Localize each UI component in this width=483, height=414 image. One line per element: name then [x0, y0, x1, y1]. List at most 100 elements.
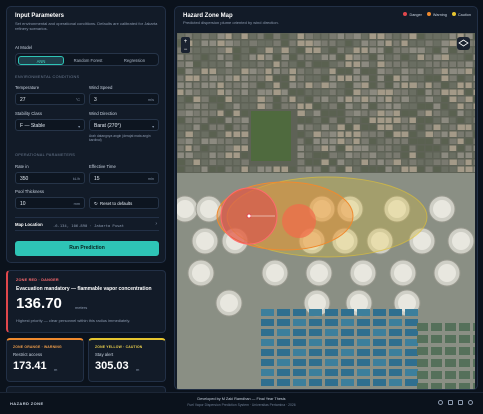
building — [201, 166, 208, 172]
building — [217, 54, 224, 60]
building — [353, 145, 361, 151]
building — [425, 145, 433, 151]
tank-roof — [413, 232, 431, 250]
link-icon[interactable] — [468, 400, 473, 405]
building — [241, 82, 249, 88]
wind-direction-select[interactable]: Barat (270°) ▾ — [89, 119, 159, 131]
field-value: F — Stable — [20, 123, 46, 129]
building — [449, 33, 456, 39]
building — [393, 96, 400, 102]
building — [193, 68, 200, 74]
building — [369, 117, 376, 123]
time-input[interactable]: 15 min — [89, 172, 159, 184]
building — [441, 159, 449, 165]
building — [409, 47, 417, 53]
building — [185, 82, 192, 88]
building — [353, 138, 360, 144]
model-tab[interactable]: Regression — [123, 58, 146, 63]
building — [241, 124, 248, 130]
wind-speed-input[interactable]: 3 m/s — [89, 93, 159, 105]
building — [369, 75, 376, 81]
building — [409, 166, 417, 172]
building — [225, 89, 232, 95]
warehouse — [459, 371, 470, 379]
building — [449, 40, 457, 46]
model-tab[interactable]: Random Forest — [73, 58, 103, 63]
building — [193, 47, 201, 53]
building — [465, 61, 473, 67]
link-icon[interactable] — [448, 400, 453, 405]
building — [417, 33, 424, 39]
building — [177, 103, 184, 109]
thickness-input[interactable]: 10 mm — [15, 197, 85, 209]
building — [409, 117, 416, 123]
building — [361, 110, 368, 116]
building — [249, 68, 257, 74]
warehouse — [473, 371, 475, 379]
temperature-input[interactable]: 27 °C — [15, 93, 85, 105]
building — [409, 61, 417, 67]
building — [297, 166, 305, 172]
rate-input[interactable]: 350 kL/h — [15, 172, 85, 184]
building — [329, 152, 337, 158]
building — [425, 124, 432, 130]
building — [465, 131, 473, 137]
warehouse — [261, 369, 274, 376]
building — [393, 159, 401, 165]
run-button[interactable]: Run Prediction — [15, 241, 159, 256]
building — [201, 117, 208, 123]
model-tab[interactable]: ANN — [18, 56, 64, 65]
building — [425, 110, 432, 116]
legend-label: Caution — [457, 13, 471, 17]
building — [329, 40, 336, 46]
reset-button[interactable]: ↻ Reset to defaults — [89, 197, 159, 209]
building — [193, 61, 201, 67]
warehouse — [431, 347, 442, 355]
building — [233, 96, 240, 102]
building — [401, 138, 408, 144]
building — [441, 54, 449, 60]
warehouse — [357, 369, 370, 376]
stability-select[interactable]: F — Stable ▾ — [15, 119, 85, 131]
building — [457, 82, 464, 88]
building — [409, 103, 417, 109]
building — [185, 33, 192, 39]
building — [361, 103, 369, 109]
building — [409, 159, 417, 165]
building — [353, 166, 361, 172]
building — [233, 145, 241, 151]
building — [233, 166, 240, 172]
building — [305, 117, 312, 123]
warehouse — [293, 369, 306, 376]
building — [401, 152, 409, 158]
panel-title: Input Parameters — [15, 13, 65, 19]
building — [225, 96, 232, 102]
building — [473, 68, 475, 74]
location-row[interactable]: Map Location -6.134, 106.890 · Jakarta P… — [15, 217, 159, 231]
building — [297, 110, 305, 116]
building — [193, 159, 200, 165]
building — [369, 54, 377, 60]
building — [337, 54, 345, 60]
building — [385, 110, 393, 116]
link-icon[interactable] — [438, 400, 443, 405]
building — [209, 138, 217, 144]
layer-button[interactable] — [457, 37, 470, 50]
building — [305, 103, 313, 109]
map[interactable]: + − — [177, 33, 475, 389]
link-icon[interactable] — [458, 400, 463, 405]
building — [337, 47, 345, 53]
building — [289, 103, 296, 109]
building — [441, 117, 449, 123]
building — [329, 82, 337, 88]
zoom-control[interactable] — [181, 37, 190, 53]
building — [321, 82, 329, 88]
building — [185, 110, 193, 116]
building — [289, 33, 297, 39]
building — [209, 131, 217, 137]
building — [273, 96, 280, 102]
building — [393, 89, 401, 95]
building — [361, 82, 369, 88]
building — [369, 47, 377, 53]
building — [305, 82, 313, 88]
